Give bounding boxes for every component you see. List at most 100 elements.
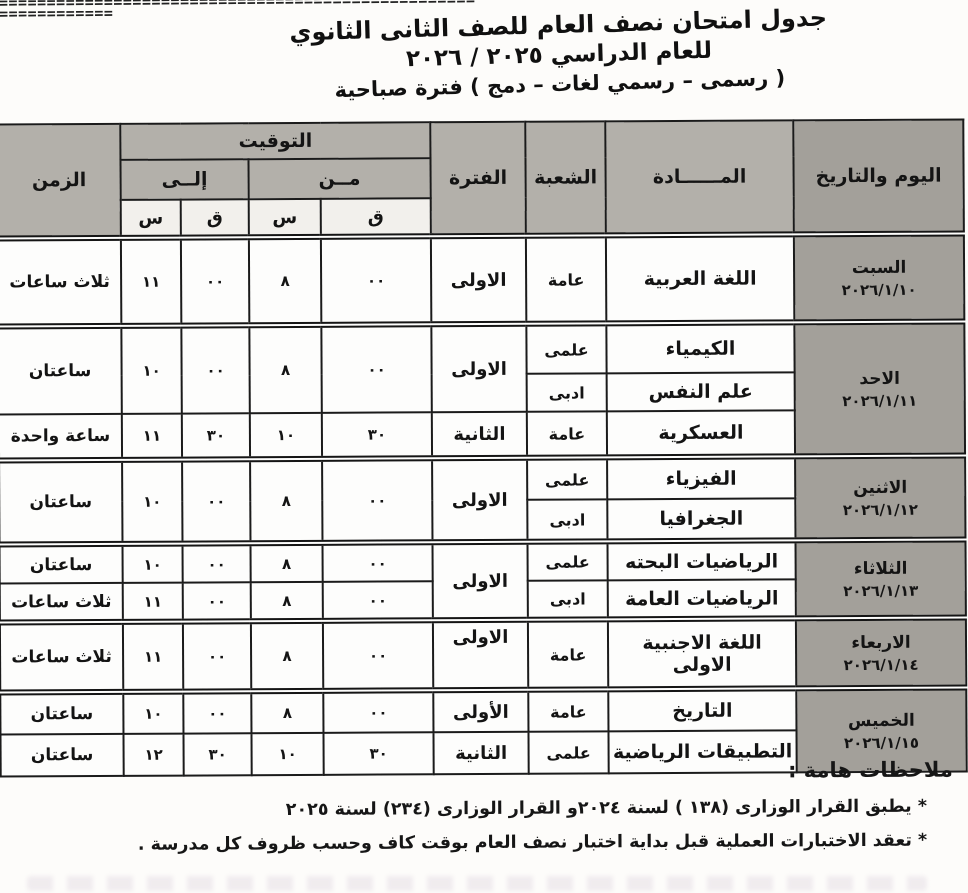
period-cell: الاولى — [433, 541, 529, 621]
header-period: الفترة — [431, 121, 527, 237]
branch-cell: عامة — [527, 411, 609, 458]
day-cell: السبت ٢٠٢٦/١/١٠ — [794, 233, 966, 323]
subject-cell: الفيزياء — [608, 456, 797, 500]
to-hours-cell: ١١ — [122, 413, 184, 460]
header-to-minutes: ق — [181, 199, 250, 238]
day-cell: الاحد ٢٠٢٦/١/١١ — [795, 321, 967, 457]
header-subject: المــــــادة — [606, 120, 795, 236]
to-hours-cell: ١٠ — [124, 691, 185, 734]
period-cell: الاولى — [433, 457, 529, 543]
from-hours-cell: ٨ — [249, 236, 323, 326]
from-minutes-cell: ٠٠ — [324, 690, 435, 733]
branch-cell: علمى — [528, 541, 609, 581]
from-minutes-cell: ٠٠ — [323, 581, 434, 621]
table-row: الاحد ٢٠٢٦/١/١١ الكيمياء علمى الاولى ٠٠ … — [0, 321, 967, 457]
branch-cell: علمى — [528, 457, 609, 500]
duration-cell: ثلاث ساعات — [0, 582, 124, 623]
subject-cell: الرياضيات العامة — [608, 579, 797, 620]
day-date: ٢٠٢٦/١/١٣ — [844, 581, 920, 601]
exam-schedule-table: اليوم والتاريخ المــــــادة الشعبة الفتر… — [0, 118, 968, 778]
from-hours-cell: ٨ — [250, 324, 323, 414]
branch-cell: عامة — [528, 619, 610, 690]
to-hours-cell: ١٠ — [123, 459, 184, 544]
to-minutes-cell: ٠٠ — [181, 237, 251, 326]
period-cell: الثانية — [432, 411, 529, 459]
day-name: الاثنين — [854, 477, 909, 499]
subject-cell: العسكرية — [607, 410, 797, 458]
duration-cell: ساعتان — [0, 325, 123, 415]
bleed-through-smear — [28, 876, 928, 891]
header-branch: الشعبة — [526, 121, 607, 236]
to-minutes-cell: ٠٠ — [184, 691, 253, 734]
from-hours-cell: ٨ — [251, 542, 324, 583]
from-hours-cell: ٨ — [252, 690, 325, 734]
duration-cell: ساعتان — [0, 459, 124, 545]
notes-section: ملاحظات هامة : * يطبق القرار الوزارى (١٣… — [14, 758, 955, 863]
duration-cell: ساعة واحدة — [0, 413, 124, 461]
to-hours-cell: ١٠ — [122, 325, 183, 414]
header-timing: التوقيت — [121, 122, 432, 160]
to-minutes-cell: ٠٠ — [183, 543, 252, 583]
day-date: ٢٠٢٦/١/١٠ — [842, 280, 918, 300]
to-hours-cell: ١٠ — [123, 543, 184, 583]
table-row: الخميس ٢٠٢٦/١/١٥ التاريخ عامة الأولى ٠٠ … — [1, 687, 968, 773]
branch-cell: عامة — [526, 235, 608, 324]
to-minutes-cell: ٠٠ — [183, 621, 253, 692]
day-date: ٢٠٢٦/١/١٤ — [844, 655, 920, 675]
subject-cell: الرياضيات البحته — [608, 540, 797, 581]
day-name: الخميس — [848, 710, 916, 732]
period-cell: الأولى — [434, 689, 530, 733]
to-minutes-cell: ٣٠ — [182, 413, 252, 460]
branch-cell: علمى — [527, 323, 608, 374]
branch-cell: عامة — [529, 689, 610, 732]
from-minutes-cell: ٠٠ — [323, 620, 435, 691]
day-cell: الاربعاء ٢٠٢٦/١/١٤ — [796, 617, 968, 689]
subject-cell: علم النفس — [607, 372, 796, 412]
to-minutes-cell: ٠٠ — [182, 325, 251, 414]
period-cell: الاولى — [432, 323, 528, 413]
subject-cell: الكيمياء — [607, 322, 796, 374]
from-hours-cell: ١٠ — [250, 412, 324, 460]
to-hours-cell: ١١ — [123, 582, 184, 622]
note-item: * يطبق القرار الوزارى (١٣٨ ) لسنة ٢٠٢٤و … — [286, 796, 929, 821]
from-hours-cell: ٨ — [251, 458, 324, 544]
table-row: السبت ٢٠٢٦/١/١٠ اللغة العربية عامة الاول… — [0, 233, 966, 327]
header-to: إلــى — [121, 159, 250, 200]
duration-cell: ساعتان — [0, 543, 124, 584]
table-row: الاربعاء ٢٠٢٦/١/١٤ اللغة الاجنبية الاولى… — [0, 617, 968, 693]
duration-cell: ثلاث ساعات — [0, 237, 123, 327]
to-hours-cell: ١١ — [123, 621, 185, 692]
header-from-minutes: ق — [321, 198, 432, 237]
subject-cell: اللغة العربية — [606, 234, 796, 324]
day-name: الاربعاء — [852, 632, 912, 654]
day-date: ٢٠٢٦/١/١٢ — [843, 500, 919, 520]
branch-cell: ادبى — [528, 499, 609, 542]
header-day-date: اليوم والتاريخ — [794, 119, 965, 235]
from-hours-cell: ٨ — [251, 581, 324, 622]
table-row: الاثنين ٢٠٢٦/١/١٢ الفيزياء علمى الاولى ٠… — [0, 455, 967, 545]
duration-cell: ثلاث ساعات — [0, 621, 125, 693]
period-cell: الاولى — [433, 619, 530, 691]
header-row-1: اليوم والتاريخ المــــــادة الشعبة الفتر… — [0, 119, 965, 239]
day-name: الاحد — [860, 368, 901, 390]
notes-heading: ملاحظات هامة : — [788, 757, 954, 783]
day-name: السبت — [852, 257, 908, 279]
period-cell: الاولى — [431, 235, 528, 325]
from-minutes-cell: ٠٠ — [321, 236, 433, 325]
header-duration: الزمن — [0, 123, 122, 239]
exam-table-wrapper: اليوم والتاريخ المــــــادة الشعبة الفتر… — [0, 118, 968, 778]
from-minutes-cell: ٣٠ — [322, 412, 434, 459]
branch-cell: ادبى — [528, 580, 609, 620]
subject-cell: اللغة الاجنبية الاولى — [608, 618, 798, 690]
subject-cell: الجغرافيا — [608, 498, 797, 542]
branch-cell: ادبى — [527, 373, 608, 412]
from-minutes-cell: ٠٠ — [322, 324, 433, 413]
day-name: الثلاثاء — [854, 558, 909, 580]
from-hours-cell: ٨ — [251, 620, 325, 692]
from-minutes-cell: ٠٠ — [323, 458, 434, 543]
header-from: مــن — [249, 158, 432, 200]
day-date: ٢٠٢٦/١/١١ — [843, 391, 919, 411]
to-hours-cell: ١١ — [121, 237, 183, 326]
note-item: * تعقد الاختبارات العملية قبل بداية اختب… — [138, 830, 929, 855]
from-minutes-cell: ٠٠ — [323, 542, 434, 582]
